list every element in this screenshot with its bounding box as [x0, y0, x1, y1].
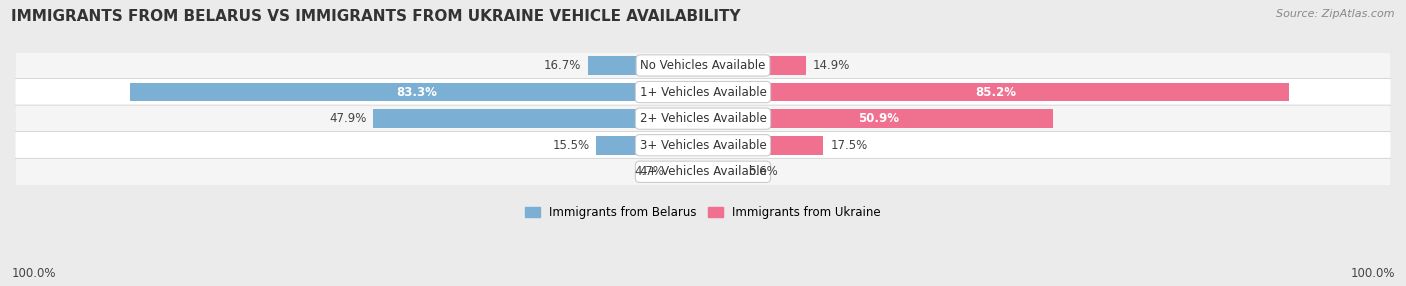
Bar: [703, 83, 1289, 101]
Bar: [703, 109, 1053, 128]
FancyBboxPatch shape: [15, 132, 1391, 159]
Bar: [703, 56, 806, 75]
Text: 100.0%: 100.0%: [11, 267, 56, 280]
FancyBboxPatch shape: [15, 52, 1391, 79]
Text: 1+ Vehicles Available: 1+ Vehicles Available: [640, 86, 766, 99]
Text: 4.7%: 4.7%: [634, 165, 664, 178]
Text: 2+ Vehicles Available: 2+ Vehicles Available: [640, 112, 766, 125]
Text: 14.9%: 14.9%: [813, 59, 849, 72]
Text: 85.2%: 85.2%: [976, 86, 1017, 99]
Bar: [596, 136, 703, 154]
Text: 17.5%: 17.5%: [831, 139, 868, 152]
Legend: Immigrants from Belarus, Immigrants from Ukraine: Immigrants from Belarus, Immigrants from…: [526, 206, 880, 219]
Bar: [374, 109, 703, 128]
Bar: [703, 136, 824, 154]
Text: 3+ Vehicles Available: 3+ Vehicles Available: [640, 139, 766, 152]
Text: 5.6%: 5.6%: [748, 165, 778, 178]
Text: 16.7%: 16.7%: [544, 59, 581, 72]
Bar: [703, 162, 741, 181]
FancyBboxPatch shape: [15, 78, 1391, 106]
Text: 4+ Vehicles Available: 4+ Vehicles Available: [640, 165, 766, 178]
Text: Source: ZipAtlas.com: Source: ZipAtlas.com: [1277, 9, 1395, 19]
Text: 100.0%: 100.0%: [1350, 267, 1395, 280]
FancyBboxPatch shape: [15, 158, 1391, 185]
FancyBboxPatch shape: [15, 105, 1391, 132]
Text: 83.3%: 83.3%: [396, 86, 437, 99]
Text: 47.9%: 47.9%: [329, 112, 367, 125]
Bar: [671, 162, 703, 181]
Text: No Vehicles Available: No Vehicles Available: [640, 59, 766, 72]
Text: 50.9%: 50.9%: [858, 112, 898, 125]
Bar: [588, 56, 703, 75]
Text: IMMIGRANTS FROM BELARUS VS IMMIGRANTS FROM UKRAINE VEHICLE AVAILABILITY: IMMIGRANTS FROM BELARUS VS IMMIGRANTS FR…: [11, 9, 741, 23]
Text: 15.5%: 15.5%: [553, 139, 589, 152]
Bar: [129, 83, 703, 101]
